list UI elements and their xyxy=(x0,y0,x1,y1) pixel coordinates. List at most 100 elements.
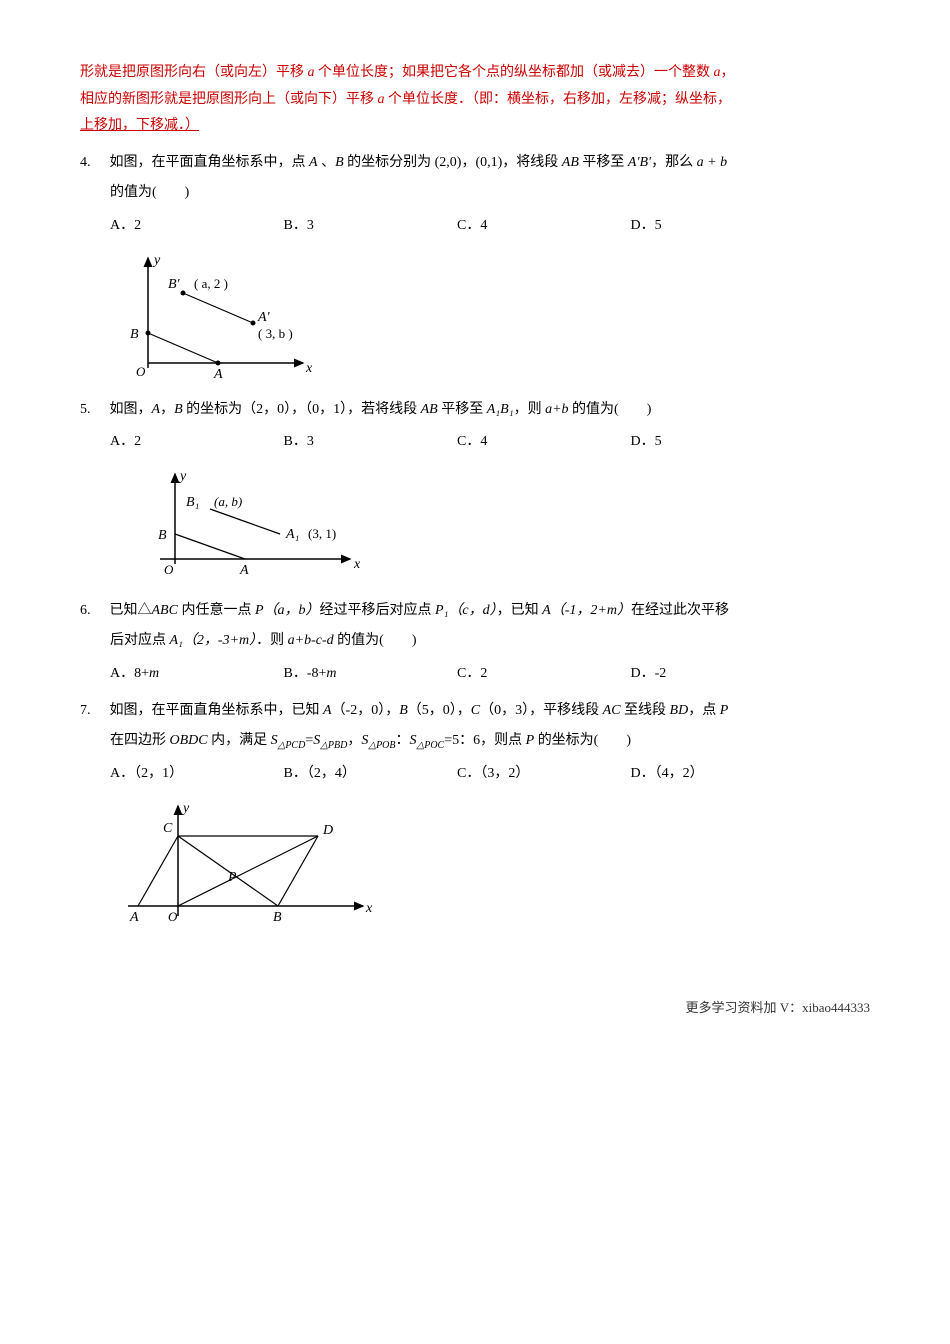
intro-line2: 相应的新图形就是把原图形向上（或向下）平移 a 个单位长度．（即：横坐标，右移加… xyxy=(80,92,731,107)
q4-body: 如图，在平面直角坐标系中，点 A 、B 的坐标分别为 (2,0)，(0,1)，将… xyxy=(110,155,728,170)
q7-BD: BD xyxy=(670,703,689,718)
q4-B: B xyxy=(335,155,344,170)
q4-diagram: y x O B A B′ ( a, 2 ) A′ ( 3, b ) xyxy=(118,248,870,383)
q5-A1B1: A₁B₁ xyxy=(487,402,514,417)
q7-s1: S xyxy=(271,733,278,748)
svg-text:B′: B′ xyxy=(168,277,181,292)
intro-seg: 个单位长度．（即：横坐标，右移加，左移减；纵坐标， xyxy=(385,92,732,107)
q6-seg: 内任意一点 xyxy=(178,603,255,618)
q5-seg: 的值为( ) xyxy=(569,402,652,417)
q5-B: B xyxy=(174,402,183,417)
q7-seg: 内，满足 xyxy=(208,733,271,748)
q4-seg: 、 xyxy=(318,155,336,170)
intro-text: 形就是把原图形向右（或向左）平移 a 个单位长度；如果把它各个点的纵坐标都加（或… xyxy=(80,60,870,140)
q5-choices: A．2 B．3 C．4 D．5 xyxy=(110,429,870,456)
q7-P2: P xyxy=(526,733,535,748)
q6-A: A xyxy=(542,603,551,618)
q7-seg: 在四边形 xyxy=(110,733,170,748)
q6-choice-D: D．-2 xyxy=(631,661,801,688)
q7-choice-B: B．（2，4） xyxy=(284,761,454,788)
svg-text:( a, 2 ): ( a, 2 ) xyxy=(194,276,228,291)
q7-seg: ，平移线段 xyxy=(529,703,603,718)
q6-seg: ，已知 xyxy=(497,603,543,618)
svg-text:B₁: B₁ xyxy=(186,495,199,510)
q5-diagram: y x O B A B₁ (a, b) A₁ (3, 1) xyxy=(140,464,870,584)
q6-body: 已知△ABC 内任意一点 P（a，b）经过平移后对应点 P₁（c，d），已知 A… xyxy=(110,603,729,618)
q4-seg: ，那么 xyxy=(651,155,697,170)
q4-seg: 的坐标分别为 (2,0)，(0,1)，将线段 xyxy=(344,155,562,170)
question-6: 6. 已知△ABC 内任意一点 P（a，b）经过平移后对应点 P₁（c，d），已… xyxy=(80,598,870,655)
q6-P: P xyxy=(255,603,264,618)
q7-s4sub: △POC xyxy=(417,740,445,751)
q7-body: 如图，在平面直角坐标系中，已知 A（-2，0），B（5，0），C（0，3），平移… xyxy=(110,703,729,718)
q5-expr: a+b xyxy=(545,402,568,417)
q4-choice-C: C．4 xyxy=(457,213,627,240)
q7-seg: ， xyxy=(347,733,361,748)
intro-seg: 形就是把原图形向右（或向左）平移 xyxy=(80,65,308,80)
svg-text:B: B xyxy=(130,327,139,342)
svg-text:A′: A′ xyxy=(257,310,271,325)
q4-AB: AB xyxy=(562,155,579,170)
intro-seg: ， xyxy=(721,65,735,80)
q6-choice-B: B．-8+m xyxy=(284,661,454,688)
q7-P: P xyxy=(720,703,729,718)
svg-text:O: O xyxy=(168,909,178,924)
q7-seg: ，点 xyxy=(688,703,720,718)
svg-text:(a, b): (a, b) xyxy=(214,494,242,509)
intro-var: a xyxy=(714,65,721,80)
q6-seg: 经过平移后对应点 xyxy=(320,603,436,618)
q6-seg: ．则 xyxy=(256,633,288,648)
svg-text:O: O xyxy=(136,364,146,379)
q6-seg: 的值为( ) xyxy=(334,633,417,648)
question-4: 4. 如图，在平面直角坐标系中，点 A 、B 的坐标分别为 (2,0)，(0,1… xyxy=(80,150,870,207)
q6-pcd: （c，d） xyxy=(448,603,496,618)
q7-choice-C: C．（3，2） xyxy=(457,761,627,788)
svg-text:A₁: A₁ xyxy=(285,527,299,542)
q7-s1sub: △PCD xyxy=(278,740,306,751)
q7-A: A xyxy=(323,703,332,718)
intro-seg: 相应的新图形就是把原图形向上（或向下）平移 xyxy=(80,92,378,107)
intro-line3: 上移加，下移减．） xyxy=(80,118,199,133)
svg-text:P: P xyxy=(227,870,237,885)
q6-seg: 已知△ xyxy=(110,603,152,618)
q7-choices: A．（2，1） B．（2，4） C．（3，2） D．（4，2） xyxy=(110,761,870,788)
q7-choice-A: A．（2，1） xyxy=(110,761,280,788)
q5-seg: ， xyxy=(160,402,174,417)
svg-text:C: C xyxy=(163,821,173,836)
q4-choice-B: B．3 xyxy=(284,213,454,240)
q4-expr: a + b xyxy=(697,155,727,170)
q5-choice-C: C．4 xyxy=(457,429,627,456)
q7-Cc: （0，3） xyxy=(480,703,529,718)
question-7: 7. 如图，在平面直角坐标系中，已知 A（-2，0），B（5，0），C（0，3）… xyxy=(80,698,870,755)
q6-sub: 后对应点 A₁（2，-3+m）．则 a+b-c-d 的值为( ) xyxy=(110,628,870,655)
q6-choices: A．8+m B．-8+m C．2 D．-2 xyxy=(110,661,870,688)
q6-ABC: ABC xyxy=(152,603,178,618)
q6-seg: 后对应点 xyxy=(110,633,170,648)
q6-A1coord: （2，-3+m） xyxy=(183,633,256,648)
q4-sub: 的值为( ) xyxy=(110,180,870,207)
q4-choices: A．2 B．3 C．4 D．5 xyxy=(110,213,870,240)
svg-text:y: y xyxy=(152,253,161,268)
q5-seg: 平移至 xyxy=(438,402,487,417)
q7-C: C xyxy=(471,703,480,718)
q6-seg: 在经过此次平移 xyxy=(631,603,729,618)
svg-text:y: y xyxy=(178,469,187,484)
svg-text:x: x xyxy=(305,361,313,376)
q7-seg: 的坐标为( ) xyxy=(534,733,631,748)
q4-choice-A: A．2 xyxy=(110,213,280,240)
intro-var: a xyxy=(308,65,315,80)
q7-B: B xyxy=(399,703,408,718)
q7-OBDC: OBDC xyxy=(170,733,208,748)
svg-text:x: x xyxy=(365,901,373,916)
q5-choice-D: D．5 xyxy=(631,429,801,456)
intro-seg: 个单位长度；如果把它各个点的纵坐标都加（或减去）一个整数 xyxy=(315,65,714,80)
q6-expr: a+b-c-d xyxy=(288,633,334,648)
q7-s4: S xyxy=(410,733,417,748)
svg-text:( 3, b ): ( 3, b ) xyxy=(258,326,293,341)
q4-seg: 如图，在平面直角坐标系中，点 xyxy=(110,155,310,170)
q7-diagram: P y x O A B C D xyxy=(118,796,870,936)
q7-seg: =5：6，则点 xyxy=(444,733,525,748)
q6-pab: （a，b） xyxy=(264,603,320,618)
q7-s3sub: △POB xyxy=(368,740,395,751)
q7-Ac: （-2，0） xyxy=(332,703,386,718)
